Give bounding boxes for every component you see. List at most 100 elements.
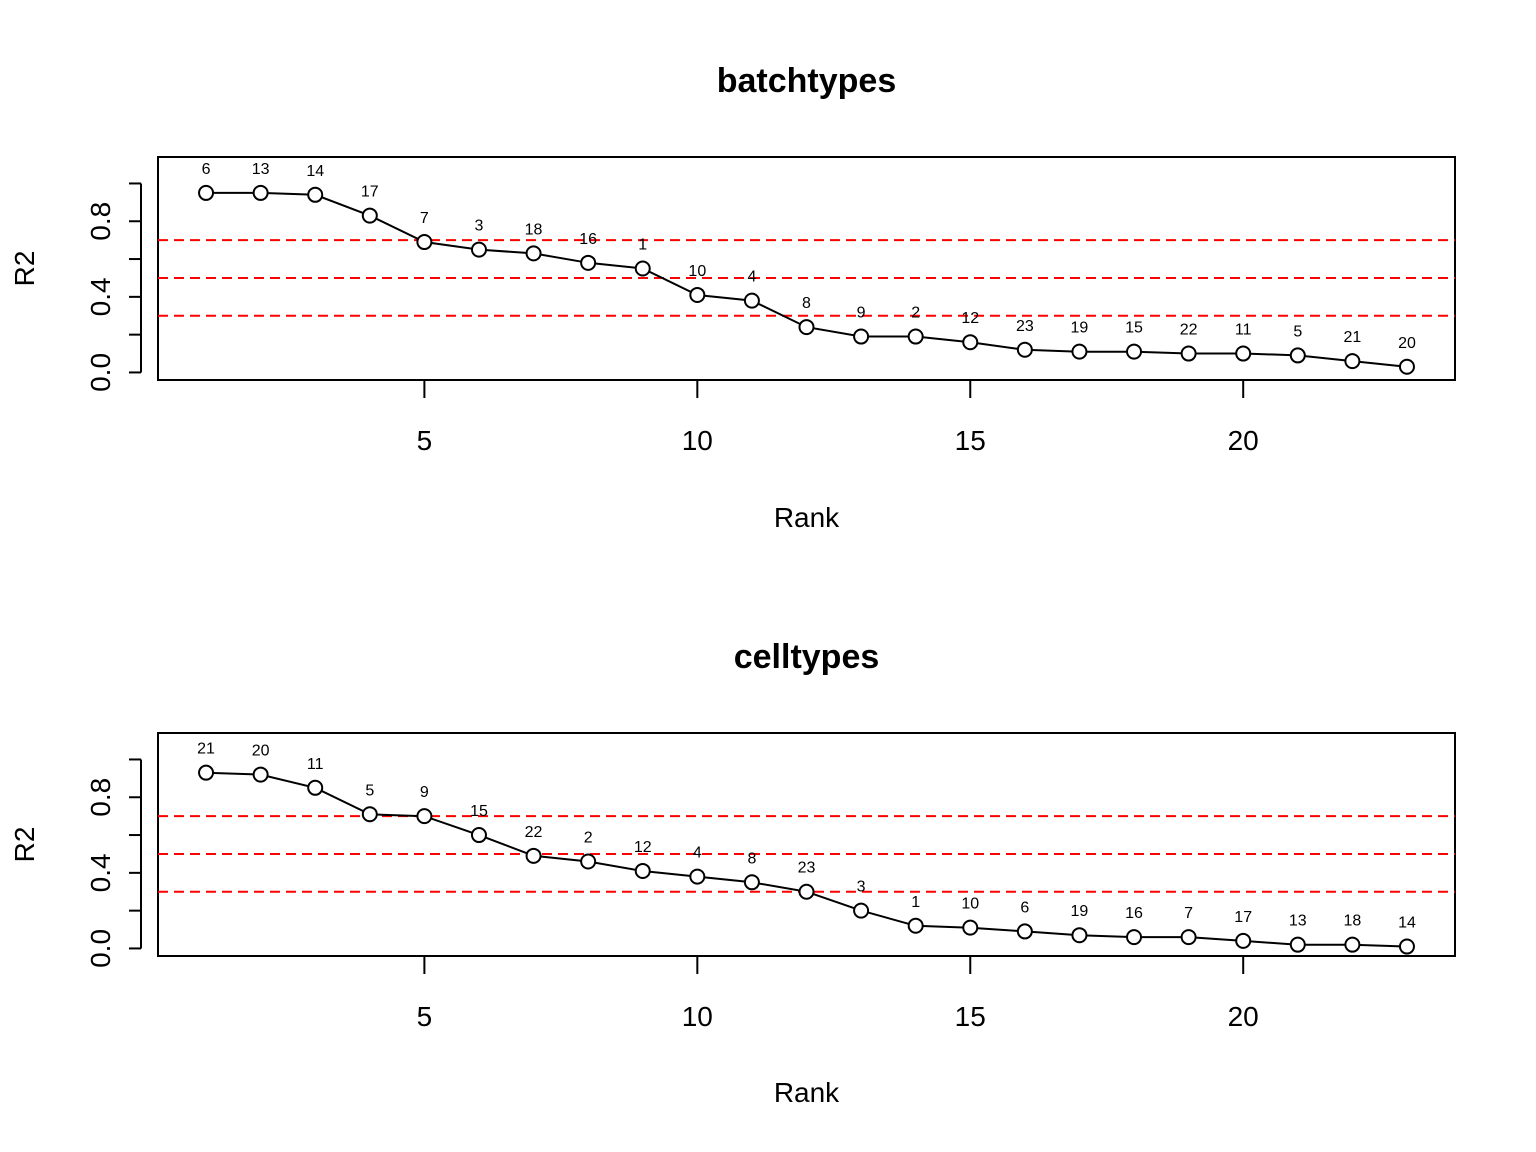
point-label: 20 (1398, 335, 1416, 352)
data-point (1180, 929, 1197, 946)
point-label: 8 (747, 850, 756, 867)
data-point (907, 328, 924, 345)
y-tick-label: 0.0 (85, 929, 116, 968)
point-label: 3 (475, 218, 484, 235)
x-axis-label: Rank (774, 1077, 840, 1108)
point-label: 18 (1343, 913, 1361, 930)
x-tick-label: 20 (1228, 1001, 1259, 1032)
data-point (1344, 353, 1361, 370)
data-point (198, 184, 215, 201)
data-point (252, 184, 269, 201)
data-point (416, 234, 433, 251)
data-point (1289, 347, 1306, 364)
plot-frame (157, 156, 1456, 381)
y-tick-label: 0.8 (85, 202, 116, 241)
data-point (361, 207, 378, 224)
data-point (470, 827, 487, 844)
x-tick-label: 10 (682, 425, 713, 456)
data-point (634, 862, 651, 879)
point-label: 17 (361, 184, 379, 201)
y-axis-label: R2 (9, 251, 40, 287)
point-label: 18 (525, 221, 543, 238)
plot-frame (157, 732, 1456, 957)
point-label: 5 (1293, 323, 1302, 340)
data-point (743, 292, 760, 309)
data-point (1235, 932, 1252, 949)
data-point (252, 766, 269, 783)
data-point (1235, 345, 1252, 362)
data-point (198, 764, 215, 781)
point-label: 16 (579, 231, 597, 248)
x-tick-label: 15 (955, 1001, 986, 1032)
point-label: 10 (961, 896, 979, 913)
data-point (307, 186, 324, 203)
chart-title: batchtypes (717, 62, 897, 100)
data-point (1344, 936, 1361, 953)
x-tick-label: 20 (1228, 425, 1259, 456)
x-tick-label: 5 (417, 425, 433, 456)
point-label: 20 (252, 743, 270, 760)
point-label: 13 (1289, 913, 1307, 930)
series-line (206, 191, 1408, 368)
y-tick-label: 0.0 (85, 353, 116, 392)
point-label: 15 (470, 803, 488, 820)
data-point (1071, 343, 1088, 360)
point-label: 3 (857, 879, 866, 896)
data-point (1016, 341, 1033, 358)
point-label: 5 (365, 782, 374, 799)
y-tick-label: 0.8 (85, 778, 116, 817)
point-label: 12 (634, 839, 652, 856)
x-tick-label: 15 (955, 425, 986, 456)
point-label: 6 (1020, 899, 1029, 916)
data-point (798, 319, 815, 336)
point-label: 11 (307, 756, 324, 773)
point-label: 12 (961, 310, 979, 327)
point-label: 2 (911, 305, 920, 322)
point-label: 6 (202, 161, 211, 178)
point-label: 9 (420, 784, 429, 801)
point-label: 22 (525, 824, 543, 841)
point-label: 7 (420, 210, 429, 227)
x-tick-label: 5 (417, 1001, 433, 1032)
point-label: 2 (584, 830, 593, 847)
data-point (525, 847, 542, 864)
point-label: 7 (1184, 905, 1193, 922)
y-tick-label: 0.4 (85, 853, 116, 892)
data-point (689, 286, 706, 303)
point-label: 1 (638, 237, 647, 254)
data-point (853, 328, 870, 345)
data-point (689, 868, 706, 885)
point-label: 11 (1235, 322, 1252, 339)
point-label: 23 (798, 860, 816, 877)
y-tick-label: 0.4 (85, 277, 116, 316)
point-label: 19 (1071, 320, 1089, 337)
data-point (525, 245, 542, 262)
chart-title: celltypes (734, 638, 880, 676)
data-point (743, 874, 760, 891)
point-label: 1 (911, 894, 920, 911)
point-label: 23 (1016, 318, 1034, 335)
x-tick-label: 10 (682, 1001, 713, 1032)
data-point (1289, 936, 1306, 953)
data-point (361, 806, 378, 823)
data-point (634, 260, 651, 277)
data-point (580, 853, 597, 870)
data-point (307, 779, 324, 796)
data-point (1126, 929, 1143, 946)
point-label: 21 (1343, 329, 1361, 346)
point-label: 15 (1125, 320, 1143, 337)
point-label: 9 (857, 305, 866, 322)
data-point (1398, 358, 1415, 375)
point-label: 8 (802, 295, 811, 312)
data-point (1398, 938, 1415, 955)
data-point (1016, 923, 1033, 940)
data-point (1071, 927, 1088, 944)
data-point (470, 241, 487, 258)
data-point (416, 808, 433, 825)
point-label: 21 (197, 741, 215, 758)
point-label: 22 (1180, 322, 1198, 339)
data-point (1126, 343, 1143, 360)
